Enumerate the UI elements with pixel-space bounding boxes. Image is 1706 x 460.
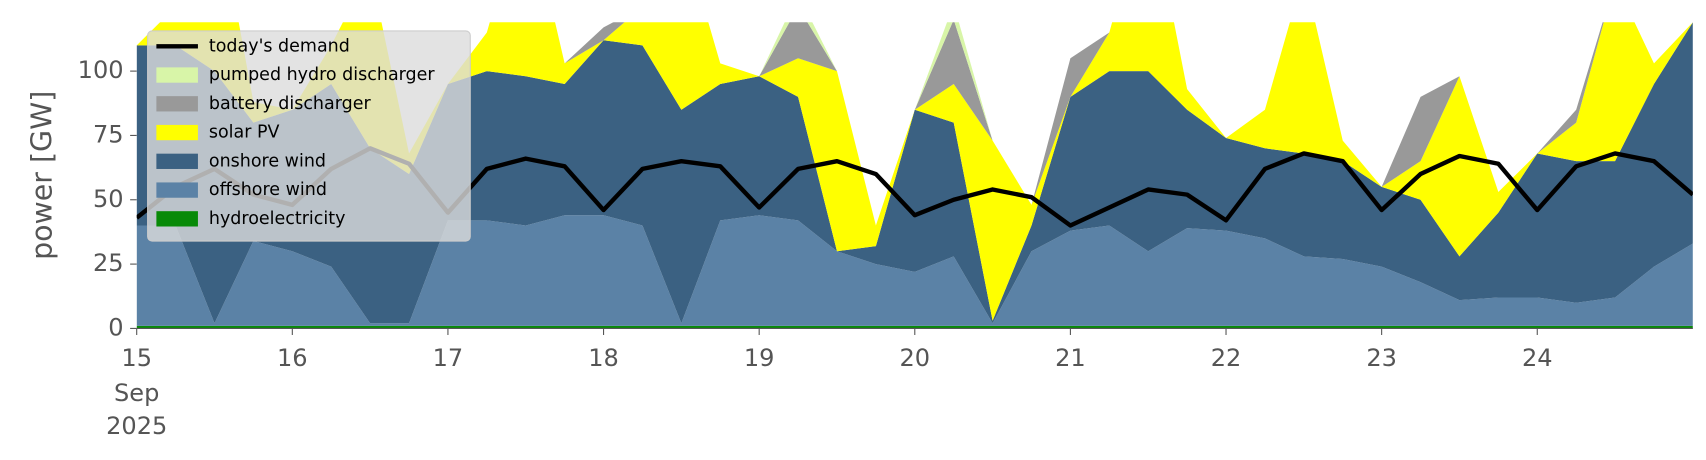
area bbox=[136, 22, 1693, 324]
legend: today's demand pumped hydro discharger bat… bbox=[147, 30, 471, 242]
area bbox=[136, 325, 1693, 329]
y-tick-label: 100 bbox=[78, 56, 124, 84]
legend-swatch bbox=[156, 96, 198, 112]
x-tick-label: 20 bbox=[899, 344, 930, 372]
y-tick-label: 0 bbox=[108, 313, 123, 341]
x-tick-label: 15 bbox=[121, 344, 152, 372]
area bbox=[136, 215, 1693, 326]
y-tick-label: 25 bbox=[93, 249, 124, 277]
legend-label: offshore wind bbox=[209, 180, 327, 200]
legend-swatch bbox=[156, 182, 198, 198]
x-tick-label: 24 bbox=[1522, 344, 1553, 372]
y-tick-label: 50 bbox=[93, 185, 124, 213]
legend-box bbox=[147, 30, 471, 242]
axes: 0 25 50 75 100 15 Sep 2025 16 17 18 19 20 21 22 23 24 bbox=[78, 56, 1693, 440]
legend-swatch bbox=[156, 211, 198, 227]
legend-label: solar PV bbox=[209, 123, 280, 143]
x-tick-label: 22 bbox=[1211, 344, 1242, 372]
x-tick-sublabel: 2025 bbox=[106, 412, 167, 440]
legend-label: onshore wind bbox=[209, 151, 326, 171]
x-tick-label: 17 bbox=[433, 344, 464, 372]
x-tick-label: 16 bbox=[277, 344, 308, 372]
legend-swatch bbox=[156, 67, 198, 83]
x-tick-label: 21 bbox=[1055, 344, 1086, 372]
x-tick-sublabel: Sep bbox=[114, 379, 159, 407]
legend-label: battery discharger bbox=[209, 94, 372, 114]
area bbox=[136, 22, 1693, 321]
legend-label: pumped hydro discharger bbox=[209, 65, 436, 85]
y-axis-label: power [GW] bbox=[26, 91, 59, 260]
legend-label: today's demand bbox=[209, 36, 350, 56]
x-tick-label: 19 bbox=[744, 344, 775, 372]
x-tick-label: 18 bbox=[588, 344, 619, 372]
x-tick-label: 23 bbox=[1366, 344, 1397, 372]
legend-label: hydroelectricity bbox=[209, 209, 346, 229]
legend-swatch bbox=[156, 153, 198, 169]
legend-swatch bbox=[156, 124, 198, 141]
y-tick-label: 75 bbox=[93, 120, 124, 148]
